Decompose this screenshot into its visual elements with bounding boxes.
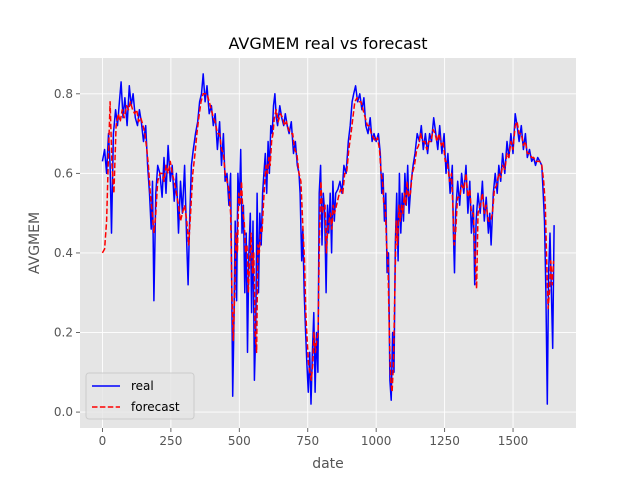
x-tick-label: 1500 [498,434,529,448]
x-tick-label: 1000 [361,434,392,448]
y-tick-label: 0.6 [54,166,73,180]
tick-layer: 0 250 500 750 1000 1250 1500 0.0 0.2 0.4 0.6 0.8 [54,87,528,448]
y-tick-label: 0.4 [54,246,73,260]
y-tick-label: 0.2 [54,326,73,340]
legend-label-forecast: forecast [131,400,180,414]
series-line-forecast [101,93,555,393]
plot-area [80,58,576,428]
y-tick-label: 0.8 [54,87,73,101]
x-axis-label: date [312,456,344,472]
x-tick-label: 750 [296,434,319,448]
x-tick-label: 1250 [429,434,460,448]
legend: real forecast [85,372,195,420]
series-line-real [101,73,555,405]
x-tick-label: 500 [228,434,251,448]
y-tick-label: 0.0 [54,405,73,419]
chart-title: AVGMEM real vs forecast [228,34,427,53]
x-tick-label: 250 [159,434,182,448]
legend-label-real: real [131,379,154,393]
x-tick-label: 0 [99,434,107,448]
y-axis-label: AVGMEM [27,212,43,274]
series-layer [101,73,555,405]
